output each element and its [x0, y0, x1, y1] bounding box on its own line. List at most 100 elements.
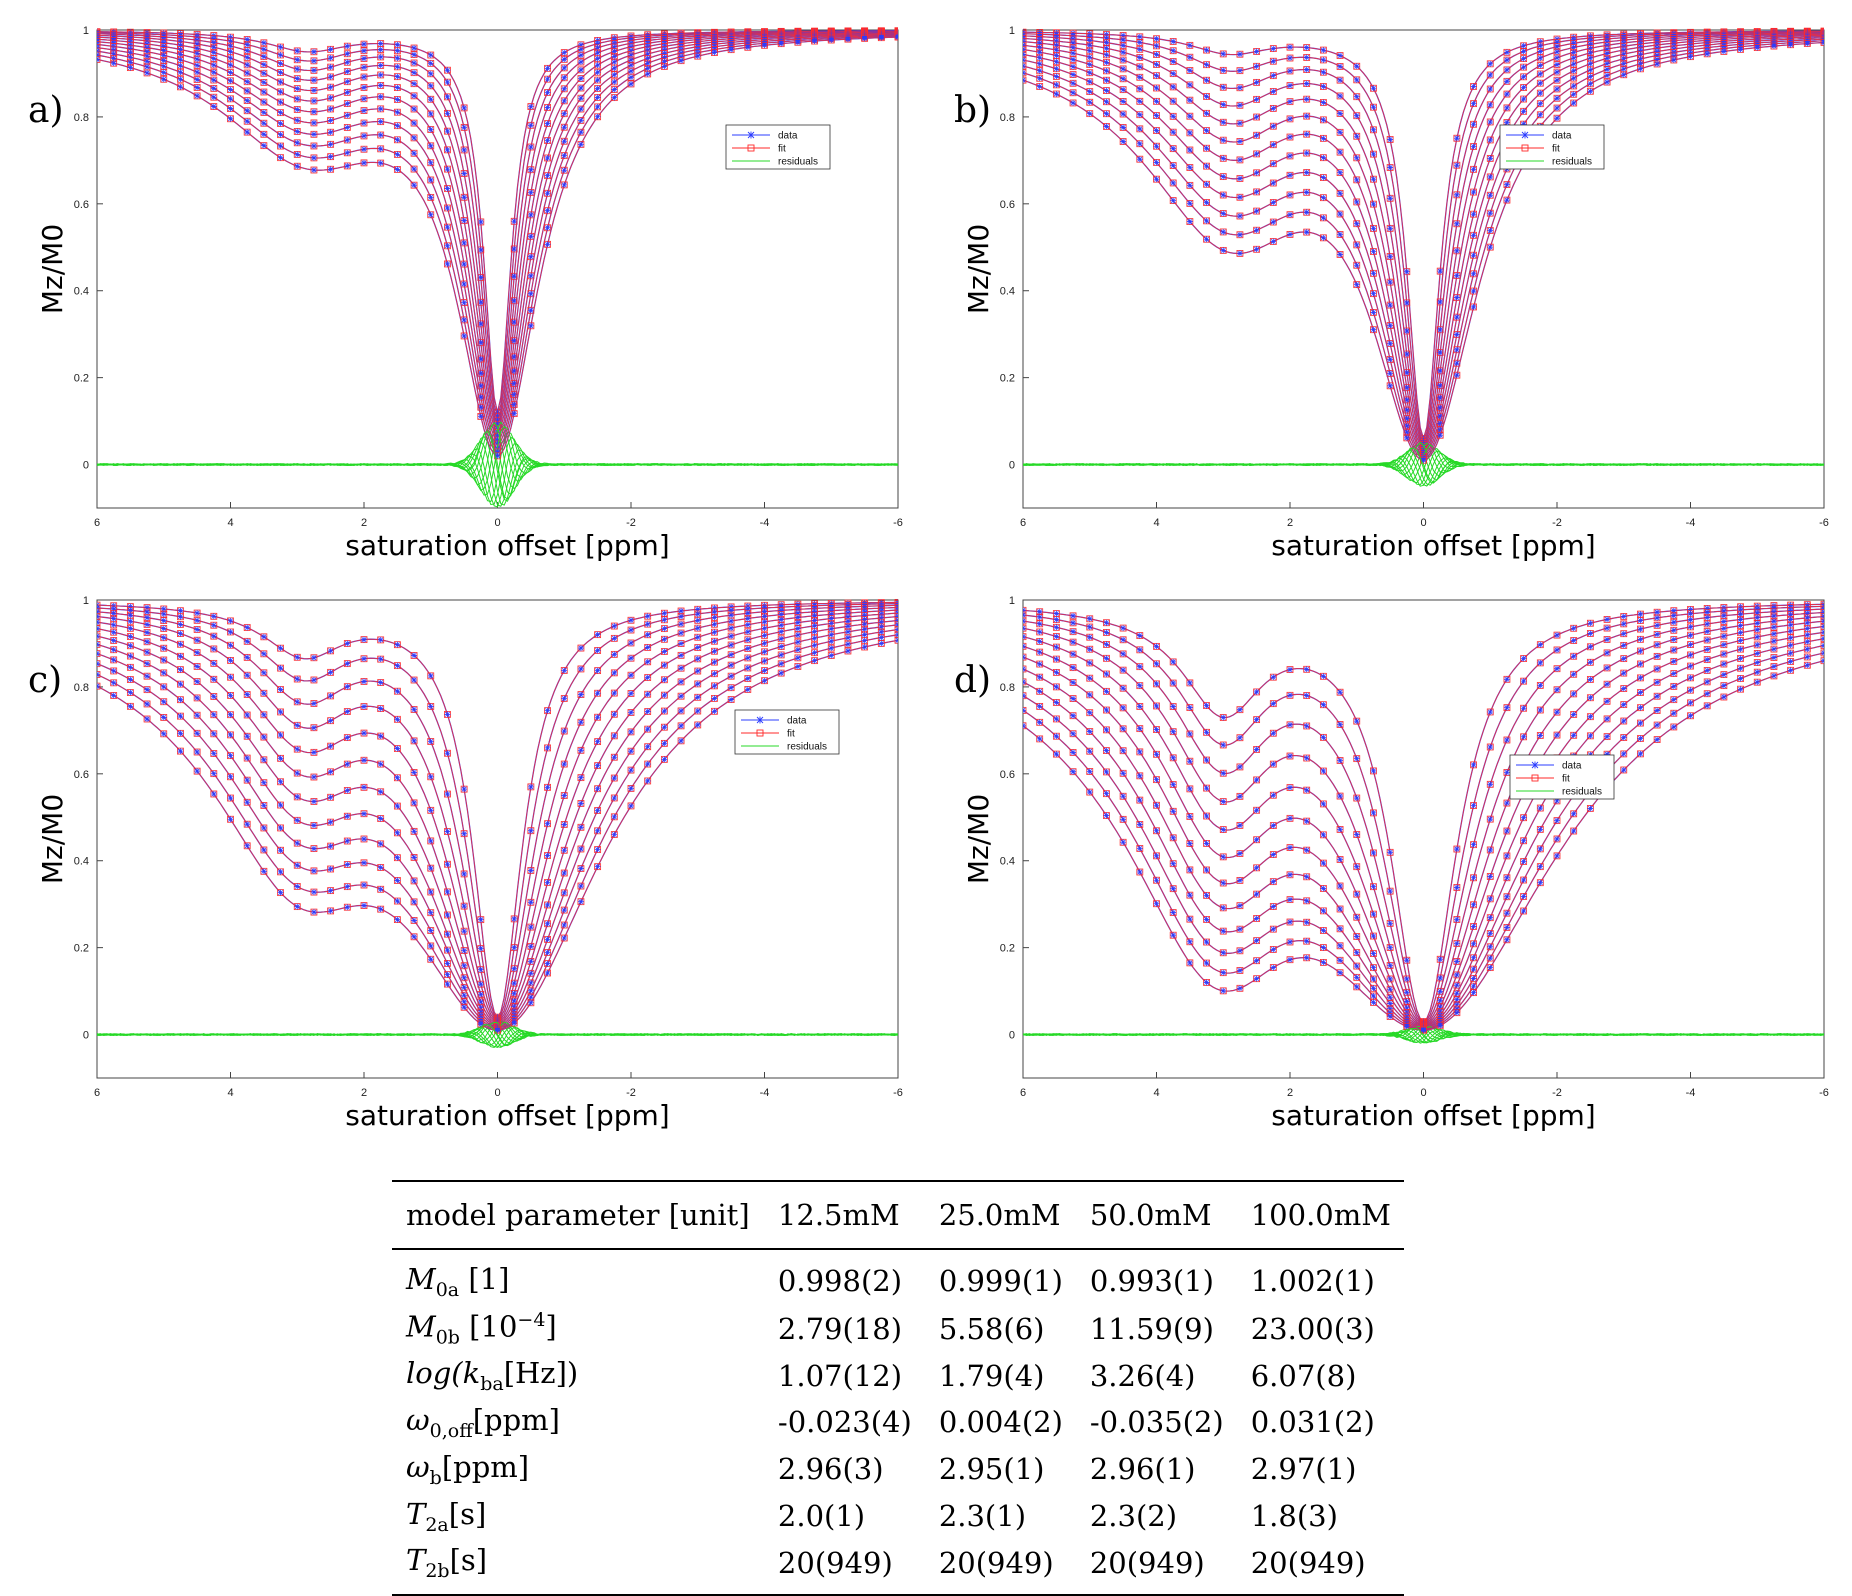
data-marker	[645, 621, 651, 627]
data-marker	[1504, 105, 1510, 111]
data-marker	[1220, 854, 1226, 860]
data-marker	[795, 647, 801, 653]
data-marker	[1370, 976, 1376, 982]
data-marker	[1287, 44, 1293, 50]
data-marker	[1087, 42, 1093, 48]
data-series-line	[97, 605, 898, 1019]
data-marker	[444, 128, 450, 134]
data-marker	[1354, 282, 1360, 288]
data-marker	[578, 800, 584, 806]
data-marker	[344, 101, 350, 107]
data-marker	[294, 699, 300, 705]
data-marker	[378, 841, 384, 847]
data-marker	[628, 74, 634, 80]
data-marker	[1521, 56, 1527, 62]
data-marker	[1204, 47, 1210, 53]
data-marker	[1554, 836, 1560, 842]
data-marker	[328, 95, 334, 101]
data-marker	[1170, 198, 1176, 204]
data-marker	[1070, 651, 1076, 657]
data-marker	[378, 816, 384, 822]
data-series-line	[1023, 33, 1824, 445]
data-marker	[378, 761, 384, 767]
data-marker	[1204, 979, 1210, 985]
data-marker	[695, 694, 701, 700]
data-marker	[127, 634, 133, 640]
data-marker	[1537, 43, 1543, 49]
data-marker	[1137, 869, 1143, 875]
data-marker	[561, 75, 567, 81]
data-marker	[1637, 690, 1643, 696]
data-marker	[1387, 165, 1393, 171]
data-marker	[1721, 661, 1727, 667]
data-marker	[1137, 726, 1143, 732]
data-marker	[311, 67, 317, 73]
data-marker	[144, 687, 150, 693]
data-marker	[1704, 615, 1710, 621]
data-marker	[1270, 58, 1276, 64]
data-marker	[1053, 751, 1059, 757]
data-marker	[1304, 209, 1310, 215]
data-marker	[812, 38, 818, 44]
data-marker	[194, 663, 200, 669]
data-marker	[795, 639, 801, 645]
legend-entry-label: fit	[787, 729, 795, 740]
data-marker	[1204, 916, 1210, 922]
data-marker	[411, 52, 417, 58]
data-marker	[1037, 649, 1043, 655]
data-marker	[444, 94, 450, 100]
data-marker	[1254, 976, 1260, 982]
data-marker	[461, 240, 467, 246]
data-marker	[361, 784, 367, 790]
data-marker	[378, 106, 384, 112]
data-marker	[1287, 231, 1293, 237]
data-marker	[394, 166, 400, 172]
data-marker	[1404, 269, 1410, 275]
data-marker	[1070, 629, 1076, 635]
data-marker	[878, 629, 884, 635]
data-marker	[1487, 944, 1493, 950]
data-marker	[127, 65, 133, 71]
data-marker	[211, 771, 217, 777]
data-marker	[111, 668, 117, 674]
data-marker	[1521, 74, 1527, 80]
data-marker	[461, 871, 467, 877]
data-marker	[1170, 163, 1176, 169]
data-marker	[1254, 938, 1260, 944]
data-marker	[428, 928, 434, 934]
data-marker	[1437, 956, 1443, 962]
data-marker	[294, 66, 300, 72]
data-marker	[278, 687, 284, 693]
data-marker	[1354, 756, 1360, 762]
data-marker	[1604, 73, 1610, 79]
data-marker	[1537, 71, 1543, 77]
data-marker	[1154, 901, 1160, 907]
data-marker	[1604, 79, 1610, 85]
data-marker	[1087, 660, 1093, 666]
data-marker	[1337, 211, 1343, 217]
data-marker	[278, 645, 284, 651]
data-marker	[661, 626, 667, 632]
data-marker	[1304, 919, 1310, 925]
data-marker	[611, 59, 617, 65]
data-marker	[1721, 48, 1727, 54]
data-marker	[1287, 957, 1293, 963]
data-series-line	[97, 608, 898, 1021]
data-marker	[611, 795, 617, 801]
data-marker	[1220, 970, 1226, 976]
data-marker	[1137, 46, 1143, 52]
data-marker	[1287, 722, 1293, 728]
data-marker	[862, 626, 868, 632]
data-marker	[228, 43, 234, 49]
data-marker	[1087, 624, 1093, 630]
data-marker	[228, 106, 234, 112]
data-marker	[1287, 83, 1293, 89]
data-marker	[1254, 915, 1260, 921]
data-marker	[1554, 105, 1560, 111]
data-marker	[1053, 699, 1059, 705]
data-marker	[194, 679, 200, 685]
data-marker	[344, 163, 350, 169]
data-marker	[1571, 83, 1577, 89]
data-marker	[378, 680, 384, 686]
data-marker	[895, 632, 901, 638]
